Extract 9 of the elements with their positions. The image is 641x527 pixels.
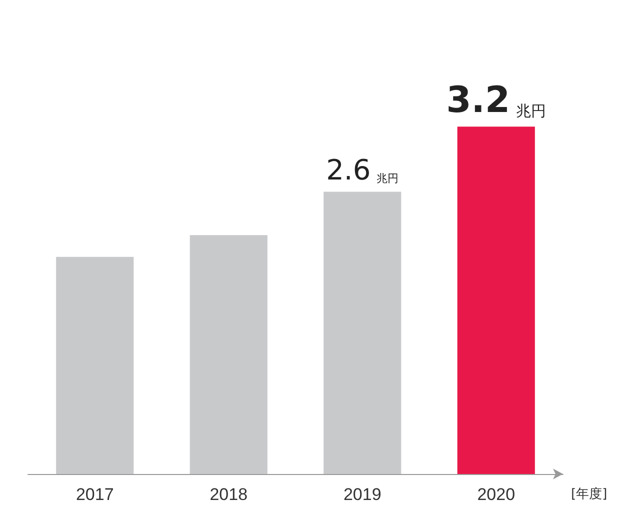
bar [190,235,268,474]
x-tick-label: 2020 [477,485,516,504]
bar [457,126,535,474]
x-tick-label: 2017 [76,485,114,504]
bar [324,192,402,474]
bar [56,256,134,474]
x-tick-label: 2019 [343,485,382,504]
x-tick-label: 2018 [210,485,248,504]
x-axis-title: [年度] [571,486,608,502]
